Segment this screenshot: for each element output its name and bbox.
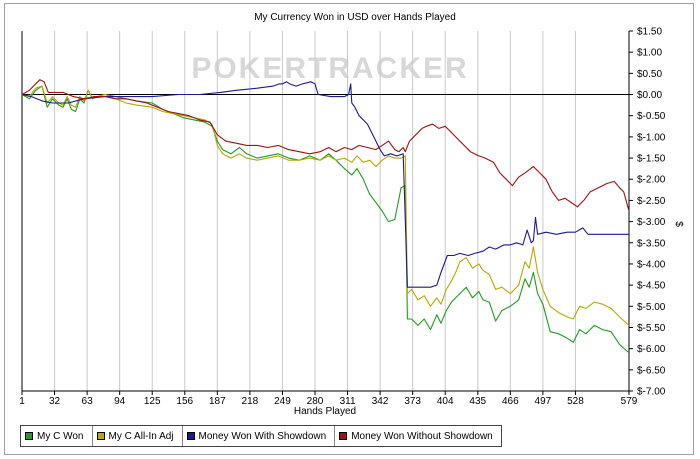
x-tick-label: 579	[621, 396, 638, 407]
legend-item: Money Won Without Showdown	[335, 426, 501, 446]
y-tick-label: $-4.00	[637, 259, 666, 270]
series-line-2	[21, 85, 630, 326]
x-tick-label: 311	[340, 396, 356, 407]
y-tick-label: $-3.50	[637, 238, 666, 249]
y-tick-label: $-1.50	[637, 154, 666, 165]
y-tick-label: $-7.00	[637, 387, 666, 398]
legend-label: My C Won	[37, 430, 84, 442]
y-tick-label: $-4.50	[637, 281, 666, 292]
legend-swatch	[25, 432, 33, 440]
x-tick-label: 32	[49, 396, 61, 407]
y-tick-label: $-0.50	[637, 111, 666, 122]
series-line-3	[21, 81, 629, 288]
x-tick-label: 187	[209, 396, 226, 407]
legend-label: My C All-In Adj	[108, 430, 174, 442]
x-tick-label: 280	[307, 396, 324, 407]
x-tick-label: 497	[535, 396, 552, 407]
legend-swatch	[96, 432, 105, 440]
y-tick-label: $-1.00	[637, 132, 666, 143]
x-tick-label: 125	[144, 396, 161, 407]
legend-swatch	[339, 432, 348, 440]
y-tick-label: $0.50	[637, 69, 662, 80]
series-line-4	[21, 79, 630, 212]
x-tick-label: 218	[242, 396, 259, 407]
chart-frame	[4, 3, 694, 455]
chart-title: My Currency Won in USD over Hands Played	[254, 12, 456, 23]
x-tick-label: 249	[274, 396, 291, 407]
legend-swatch	[186, 432, 195, 440]
x-tick-label: 63	[82, 396, 94, 407]
y-tick-label: $-6.50	[637, 365, 666, 376]
series-line-1	[21, 85, 630, 354]
y-tick-label: $-6.00	[637, 344, 666, 355]
y-tick-label: $1.00	[637, 48, 662, 59]
y-tick-label: $-5.50	[637, 323, 666, 334]
legend-item: My C All-In Adj	[93, 426, 183, 446]
y-tick-label: $-3.00	[637, 217, 666, 228]
x-tick-label: 404	[437, 396, 454, 407]
y-tick-label: $-2.50	[637, 196, 666, 207]
legend-item: My C Won	[21, 426, 93, 446]
y-tick-label: $0.00	[637, 90, 662, 101]
grid-lines	[21, 31, 630, 391]
x-tick-label: 466	[502, 396, 519, 407]
series-group	[21, 79, 630, 354]
axes: 1 32 63 94 125 156 187 218 249 280 311 342 373 404 435…	[19, 27, 666, 408]
watermark-logo: POKERTRACKER	[191, 52, 468, 85]
y-axis-label: $	[673, 221, 684, 227]
legend: My C Won My C All-In Adj Money Won With Sh…	[20, 425, 502, 447]
x-tick-label: 435	[469, 396, 486, 407]
x-tick-label: 373	[404, 396, 421, 407]
legend-item: Money Won With Showdown	[183, 426, 336, 446]
x-tick-label: 1	[19, 396, 25, 407]
legend-label: Money Won Without Showdown	[351, 430, 493, 442]
y-tick-label: $-5.00	[637, 302, 666, 313]
x-axis-label: Hands Played	[294, 406, 356, 417]
x-tick-label: 528	[567, 396, 584, 407]
y-tick-label: $-2.00	[637, 175, 666, 186]
x-tick-label: 342	[372, 396, 389, 407]
x-tick-label: 156	[176, 396, 193, 407]
x-tick-label: 94	[114, 396, 126, 407]
legend-label: Money Won With Showdown	[198, 430, 327, 442]
y-tick-label: $1.50	[637, 27, 662, 38]
